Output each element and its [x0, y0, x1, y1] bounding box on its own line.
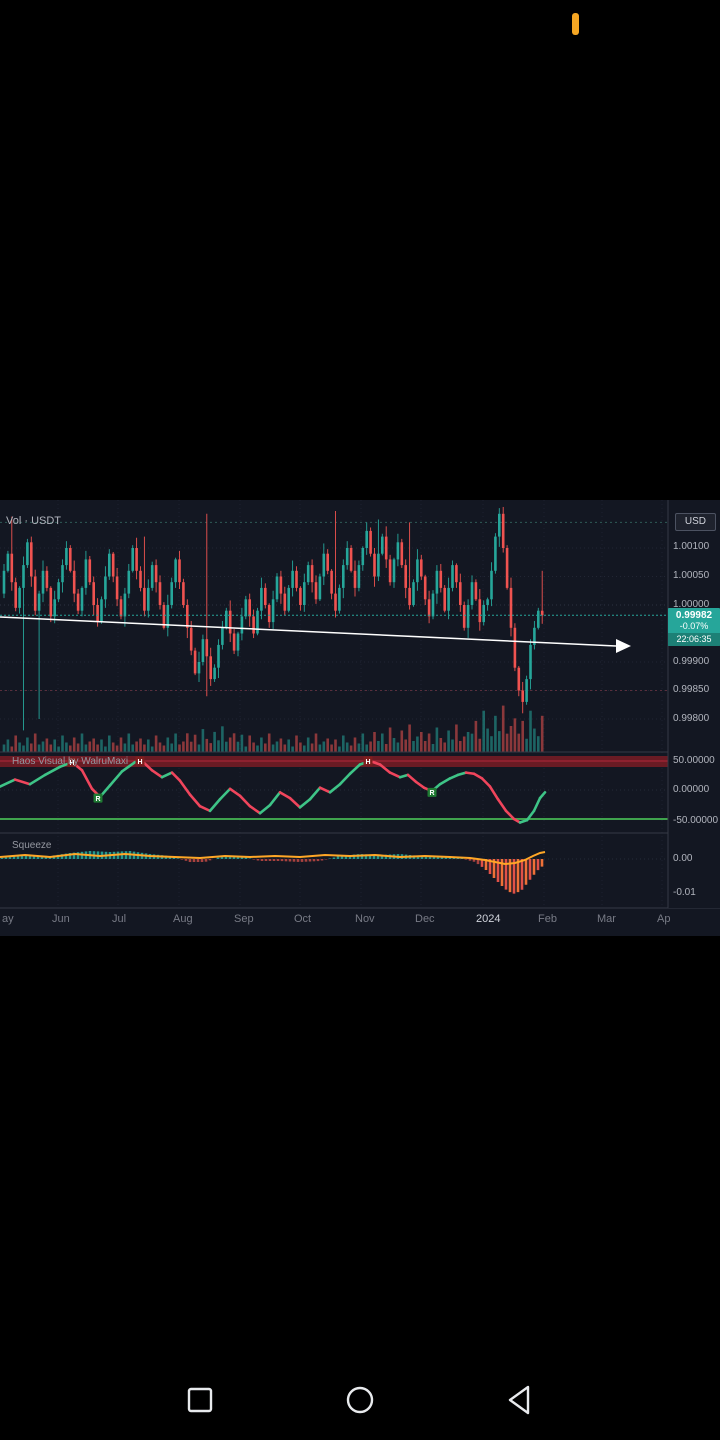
time-tick-aug: Aug	[173, 913, 193, 925]
marker-h	[363, 756, 373, 766]
square-icon	[187, 1387, 213, 1413]
time-tick-jul: Jul	[112, 913, 127, 925]
nav-recents-button[interactable]	[176, 1378, 224, 1422]
squeeze-indicator-label[interactable]: Squeeze	[12, 840, 52, 851]
price-tick: 0.99850	[673, 684, 710, 695]
time-tick-mar: Mar	[597, 913, 616, 925]
time-tick-sep: Sep	[234, 913, 254, 925]
price-tick: 0.99900	[673, 656, 710, 667]
price-tick: 1.00050	[673, 570, 710, 581]
circle-icon	[346, 1386, 374, 1414]
svg-text:H: H	[137, 759, 142, 766]
time-tick-nov: Nov	[355, 913, 375, 925]
android-navbar	[0, 1378, 720, 1424]
current-price: 0.99982	[675, 610, 713, 621]
marker-r	[427, 787, 437, 797]
time-tick-apr: Ap	[657, 913, 671, 925]
haos-tick: -50.00000	[673, 815, 719, 826]
time-tick-feb: Feb	[538, 913, 557, 925]
time-tick-2024: 2024	[476, 913, 501, 925]
price-tick: 0.99800	[673, 713, 710, 724]
trading-chart: H H H R R Vol · USDT Haos Visual by WalruMax…	[0, 500, 720, 936]
currency-usd-button[interactable]: USD	[674, 513, 716, 531]
nav-back-button[interactable]	[496, 1378, 544, 1422]
nav-home-button[interactable]	[336, 1378, 384, 1422]
haos-tick: 0.00000	[673, 784, 710, 795]
chart-canvas[interactable]: H H H R R	[0, 500, 720, 936]
marker-h	[67, 757, 77, 767]
haos-tick: 50.00000	[673, 755, 715, 766]
price-tick: 1.00100	[673, 541, 710, 552]
squeeze-tick: 0.00	[673, 853, 693, 864]
triangle-icon	[508, 1385, 530, 1415]
current-price-tag: 0.99982 -0.07% 22:06:35	[668, 608, 720, 646]
svg-text:H: H	[69, 760, 74, 767]
haos-indicator-label[interactable]: Haos Visual by WalruMaxi	[12, 756, 129, 767]
marker-r	[93, 793, 103, 803]
price-change: -0.07%	[679, 621, 709, 631]
squeeze-tick: -0.01	[673, 887, 696, 898]
marker-h	[135, 756, 145, 766]
svg-text:R: R	[95, 796, 100, 803]
time-tick-oct: Oct	[294, 913, 312, 925]
time-tick-may: ay	[2, 913, 14, 925]
svg-text:R: R	[429, 790, 434, 797]
bar-countdown: 22:06:35	[668, 633, 720, 646]
symbol-label[interactable]: Vol · USDT	[6, 515, 62, 527]
time-tick-dec: Dec	[415, 913, 435, 925]
svg-text:H: H	[365, 759, 370, 766]
notification-indicator	[572, 13, 579, 35]
price-tick: 1.00000	[673, 599, 710, 610]
time-tick-jun: Jun	[52, 913, 70, 925]
